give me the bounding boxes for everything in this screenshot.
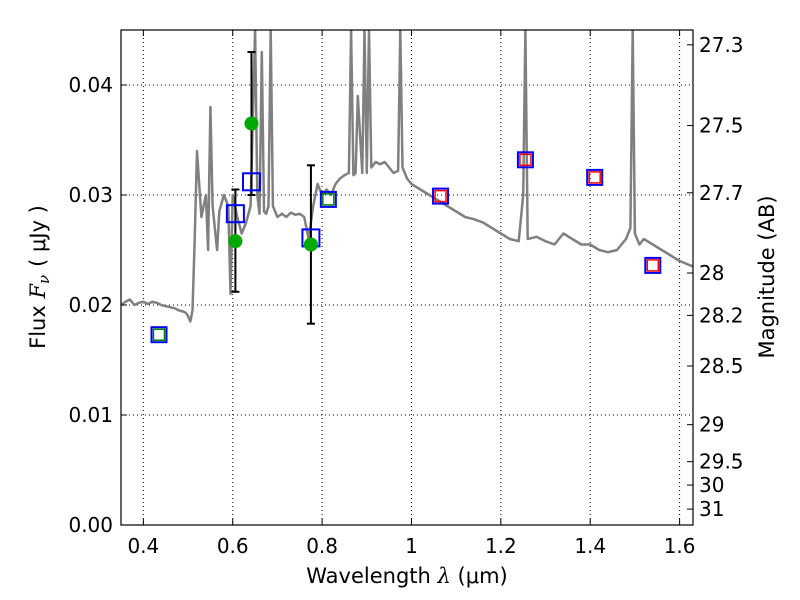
photometry-square: [150, 326, 168, 344]
photometry-squares: [150, 151, 662, 344]
plot-area: [121, 30, 693, 525]
y-axis-label-left-unit: ( μJy ): [26, 205, 50, 267]
x-tick-label: 1.6: [664, 534, 696, 558]
x-tick-label: 1.2: [485, 534, 517, 558]
photometry-square: [516, 151, 534, 169]
photometry-square-inner: [646, 259, 660, 272]
y-tick-label: 0.03: [68, 183, 113, 207]
photometry-square: [241, 172, 261, 192]
right-tick-label: 28.2: [699, 303, 744, 327]
right-tick-label: 28.5: [699, 354, 744, 378]
x-tick-label: 0.4: [127, 534, 159, 558]
x-tick-label: 1.4: [574, 534, 606, 558]
x-axis-label-prefix: Wavelength: [306, 564, 437, 588]
ground-point: [228, 234, 243, 249]
photometry-square-inner: [588, 171, 601, 184]
y-tick-label: 0.00: [68, 513, 113, 537]
plot-frame: [120, 29, 694, 526]
y-axis-label-left-subscript: ν: [35, 275, 53, 284]
y-tick-label: 0.04: [68, 73, 113, 97]
y-tick-label: 0.02: [68, 293, 113, 317]
ground-point: [244, 116, 259, 131]
photometry-square-inner: [434, 189, 447, 203]
x-tick-label: 1: [405, 534, 418, 558]
y-axis-ticks: 0.00 0.01 0.02 0.03 0.04: [68, 73, 127, 537]
right-tick-label: 28: [699, 261, 724, 285]
ground-points: [228, 116, 318, 252]
photometry-square: [225, 204, 245, 224]
photometry-square-inner: [322, 193, 335, 206]
right-tick-label: 27.3: [699, 33, 744, 57]
photometry-square: [432, 187, 450, 205]
y-axis-label-left-text: Flux: [26, 299, 50, 349]
ground-point: [303, 237, 318, 252]
y-axis-label-left: Flux Fν ( μJy ): [26, 205, 53, 349]
right-tick-label: 29.5: [699, 450, 744, 474]
x-tick-label: 0.6: [217, 534, 249, 558]
photometry-square: [586, 168, 604, 186]
photometry-square: [644, 256, 662, 274]
y-axis-label-left-symbol: F: [26, 283, 50, 300]
photometry-square-inner: [519, 153, 532, 167]
photometry-square-inner: [152, 328, 166, 341]
x-axis-label-unit: (μm): [458, 564, 508, 588]
x-axis-ticks: 0.4 0.6 0.8 1 1.2 1.4 1.6: [127, 30, 696, 558]
x-axis-label: Wavelength λ (μm): [306, 564, 507, 588]
y-tick-label: 0.01: [68, 403, 113, 427]
model-spectrum-line: [121, 30, 693, 323]
right-tick-label: 27.5: [699, 114, 744, 138]
right-tick-label: 29: [699, 413, 724, 437]
right-tick-label: 30: [699, 473, 724, 497]
y-axis-label-right: Magnitude (AB): [755, 195, 779, 358]
right-tick-label: 27.7: [699, 181, 744, 205]
x-tick-label: 0.8: [306, 534, 338, 558]
x-axis-label-symbol: λ: [437, 564, 451, 588]
photometry-square: [319, 190, 337, 208]
right-tick-label: 31: [699, 497, 724, 521]
